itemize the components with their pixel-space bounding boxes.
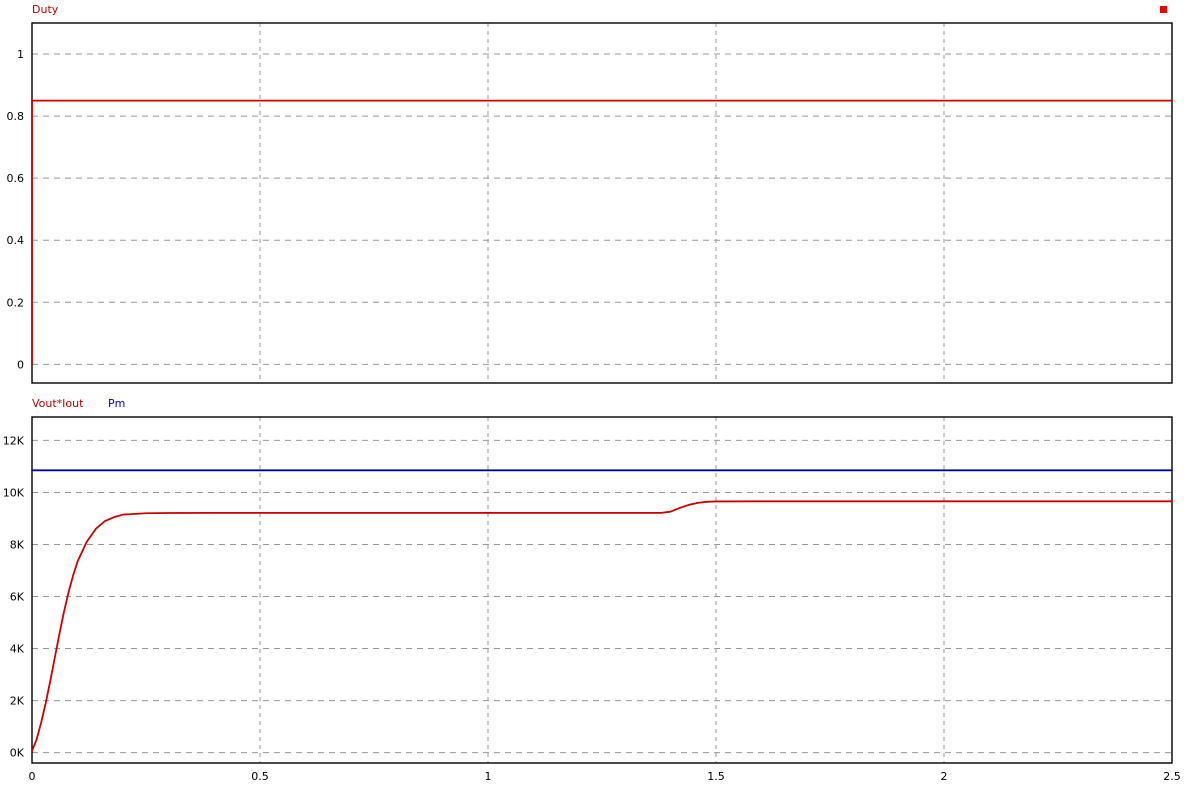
svg-text:1: 1 xyxy=(485,770,492,783)
power-plot-area: 0K 2K 4K 6K 8K 10K 12K 0 0.5 1 1.5 2 2.5 xyxy=(3,416,1181,783)
svg-text:0.4: 0.4 xyxy=(7,234,25,247)
svg-text:2.5: 2.5 xyxy=(1163,770,1181,783)
svg-text:0K: 0K xyxy=(10,747,25,760)
svg-text:0.8: 0.8 xyxy=(7,110,25,123)
svg-text:0.6: 0.6 xyxy=(7,172,25,185)
power-gridlines xyxy=(32,417,1172,763)
svg-text:2.5: 2.5 xyxy=(1163,0,1181,3)
svg-text:0.2: 0.2 xyxy=(7,296,25,309)
vout-iout-series-label: Vout*Iout xyxy=(32,397,84,410)
svg-text:8K: 8K xyxy=(10,538,25,551)
svg-text:1: 1 xyxy=(17,48,24,61)
svg-text:1.5: 1.5 xyxy=(707,0,725,3)
svg-text:2K: 2K xyxy=(10,695,25,708)
power-panel: Vout*Iout Pm 0K 2K 4K 6K 8K 10K 12K 0 0.5 1 1.5 2 2.… xyxy=(0,392,1188,787)
svg-text:2: 2 xyxy=(941,0,948,3)
pm-series-label: Pm xyxy=(108,397,126,410)
svg-text:1.5: 1.5 xyxy=(707,770,725,783)
svg-text:10K: 10K xyxy=(3,486,25,499)
svg-text:0: 0 xyxy=(29,770,36,783)
svg-text:0: 0 xyxy=(17,358,24,371)
duty-ticklabels: 0 0.2 0.4 0.6 0.8 1 0 0.5 1 1.5 2 2.5 xyxy=(7,0,1181,371)
duty-axes xyxy=(31,22,1173,384)
power-ticklabels: 0K 2K 4K 6K 8K 10K 12K 0 0.5 1 1.5 2 2.5 xyxy=(3,434,1181,783)
power-axes xyxy=(31,416,1173,764)
svg-text:4K: 4K xyxy=(10,643,25,656)
svg-text:0: 0 xyxy=(29,0,36,3)
duty-series-label: Duty xyxy=(32,3,59,16)
svg-text:2: 2 xyxy=(941,770,948,783)
duty-gridlines xyxy=(32,23,1172,383)
duty-plot-area: 0 0.2 0.4 0.6 0.8 1 0 0.5 1 1.5 2 2.5 xyxy=(7,0,1181,384)
svg-text:6K: 6K xyxy=(10,591,25,604)
svg-text:0.5: 0.5 xyxy=(251,770,269,783)
duty-panel: Duty 0 0.2 0.4 0.6 0.8 1 0 0.5 1 1.5 2 2.5 xyxy=(0,0,1188,392)
svg-text:12K: 12K xyxy=(3,434,25,447)
duty-series-paths xyxy=(31,99,1173,366)
svg-text:1: 1 xyxy=(485,0,492,3)
series-marker-icon xyxy=(1160,6,1167,13)
svg-text:0.5: 0.5 xyxy=(251,0,269,3)
power-series-paths xyxy=(31,469,1173,752)
